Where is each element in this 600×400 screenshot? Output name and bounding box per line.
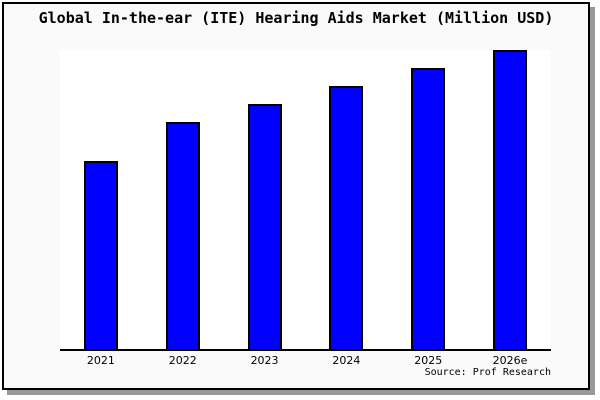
x-tick-label-2023: 2023 <box>250 354 279 367</box>
source-caption: Source: Prof Research <box>424 367 551 378</box>
x-tick-label-2026e: 2026e <box>492 354 528 367</box>
bar-2026e <box>493 50 528 349</box>
bar-2024 <box>329 85 364 349</box>
x-axis-tick-labels: 2021 2022 2023 2024 2025 2026e <box>60 354 551 367</box>
bar-2023 <box>247 103 282 349</box>
bar-2025 <box>411 67 446 349</box>
chart-title: Global In-the-ear (ITE) Hearing Aids Mar… <box>38 9 554 27</box>
x-tick-label-2024: 2024 <box>332 354 361 367</box>
bar-2022 <box>165 121 200 349</box>
x-tick-label-2021: 2021 <box>86 354 115 367</box>
plot-area <box>60 50 551 351</box>
x-tick-label-2022: 2022 <box>168 354 197 367</box>
bar-2021 <box>83 160 118 349</box>
x-tick-label-2025: 2025 <box>414 354 443 367</box>
